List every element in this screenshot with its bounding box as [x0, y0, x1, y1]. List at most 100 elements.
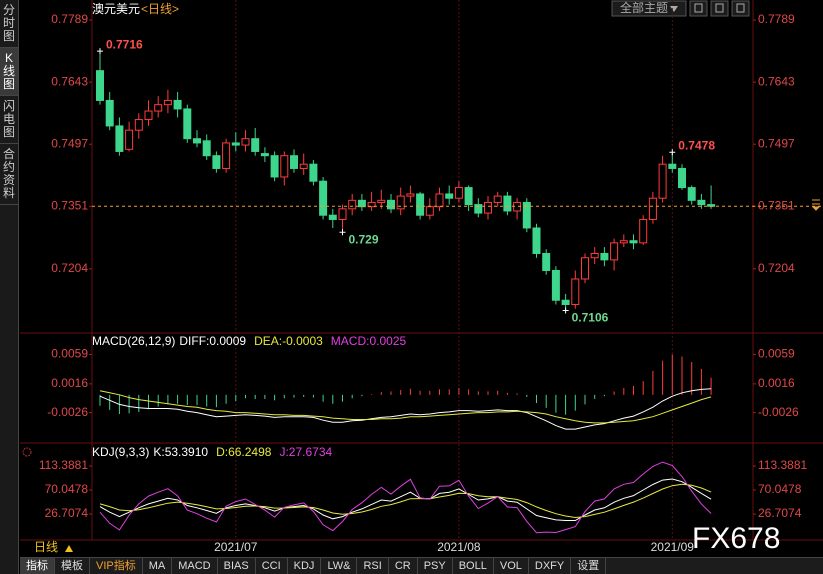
- extreme-marker: [97, 48, 103, 55]
- candle-body: [357, 199, 366, 208]
- candle-body: [610, 242, 619, 261]
- legend-entry: J:27.6734: [279, 445, 332, 459]
- y-tick-label: 0.0059: [51, 347, 88, 361]
- period: <日线>: [141, 2, 179, 16]
- icon-button[interactable]: [731, 0, 750, 17]
- candle-body: [173, 99, 182, 110]
- icon: [694, 3, 703, 13]
- candle-body: [338, 208, 347, 220]
- candle-body: [183, 108, 192, 140]
- bottom-tab[interactable]: PSY: [418, 558, 453, 574]
- candle-body: [474, 204, 483, 214]
- extreme-marker: [339, 229, 346, 236]
- bottom-tab[interactable]: RSI: [357, 558, 389, 574]
- icon-button[interactable]: [710, 0, 729, 17]
- macd-line: [99, 390, 712, 424]
- candle-body: [629, 240, 638, 244]
- candle-body: [668, 163, 677, 169]
- kdj-line: [99, 483, 712, 519]
- y-tick-label: 26.7074: [758, 506, 802, 520]
- icon: [715, 3, 724, 13]
- candle-body: [406, 193, 415, 197]
- bottom-tab[interactable]: VOL: [494, 558, 529, 574]
- theme-button-label[interactable]: 全部主题: [620, 0, 668, 15]
- candle-body: [454, 187, 463, 199]
- extreme-label: 0.729: [349, 232, 379, 246]
- side-tab[interactable]: 闪电图: [0, 96, 18, 144]
- bottom-tab[interactable]: LW&: [321, 558, 358, 574]
- bottom-tab[interactable]: CR: [389, 558, 418, 574]
- bottom-tab[interactable]: 设置: [571, 558, 607, 574]
- candle-body: [163, 99, 172, 106]
- bottom-tab[interactable]: BOLL: [453, 558, 494, 574]
- panel-title: MACD(26,12,9): [92, 334, 175, 348]
- theme-button[interactable]: [611, 0, 687, 17]
- y-tick-label: 0.0016: [758, 376, 795, 390]
- side-tab[interactable]: 合约资料: [0, 144, 18, 205]
- bottom-tab[interactable]: DXFY: [529, 558, 572, 574]
- legend-entry: MACD:0.0025: [331, 334, 407, 348]
- y-tick-label: 0.7643: [758, 74, 795, 88]
- symbol: 澳元美元: [92, 2, 140, 16]
- candle-body: [260, 153, 269, 157]
- bottom-tab[interactable]: BIAS: [218, 558, 256, 574]
- bottom-tab[interactable]: 模板: [55, 558, 90, 574]
- side-tab[interactable]: K线图: [0, 48, 18, 96]
- side-tab[interactable]: 分时图: [0, 0, 18, 48]
- bottom-tab[interactable]: KDJ: [288, 558, 322, 574]
- candle-body: [484, 201, 492, 214]
- x-tick-label: 2021/09: [651, 540, 695, 554]
- candle-body: [222, 142, 231, 169]
- extreme-label: 0.7106: [572, 311, 609, 325]
- icon-button[interactable]: [689, 0, 708, 17]
- y-tick-label: 0.7643: [51, 74, 88, 88]
- candle-body: [309, 163, 318, 182]
- candle-body: [144, 110, 153, 121]
- y-tick-label: 113.3881: [758, 458, 807, 472]
- candle-body: [581, 257, 589, 280]
- y-tick-label: 0.7204: [758, 261, 795, 275]
- candle-body: [251, 138, 260, 152]
- candle-body: [542, 252, 551, 271]
- x-tick-label: 2021/07: [214, 540, 258, 554]
- bottom-tab[interactable]: VIP指标: [90, 558, 143, 574]
- legend-entry: DEA:-0.0003: [254, 334, 323, 348]
- candle-body: [503, 195, 512, 212]
- y-tick-label: 0.0016: [51, 376, 88, 390]
- candle-body: [231, 142, 240, 146]
- candle-body: [280, 155, 289, 178]
- kdj-line: [99, 478, 712, 521]
- candle-body: [600, 252, 609, 261]
- candle-body: [678, 167, 686, 189]
- side-tabs: 分时图 K线图 闪电图 合约资料: [0, 0, 19, 574]
- x-tick-label: 2021/08: [437, 540, 481, 554]
- bottom-tab[interactable]: 指标: [20, 558, 55, 574]
- candle-body: [299, 163, 308, 169]
- candle-body: [125, 129, 134, 150]
- candle-body: [639, 218, 648, 244]
- watermark: FX678: [692, 522, 780, 555]
- y-tick-label: 0.7351: [51, 198, 88, 212]
- bottom-tab[interactable]: MA: [143, 558, 173, 574]
- bottom-tab[interactable]: CCI: [256, 558, 288, 574]
- extreme-label: 0.7478: [678, 138, 715, 152]
- candle-body: [522, 201, 531, 229]
- legend-entry: DIFF:0.0009: [179, 334, 246, 348]
- period-arrow: [65, 545, 73, 552]
- y-tick-label: 0.7789: [51, 12, 88, 26]
- bottom-tab[interactable]: MACD: [172, 558, 218, 574]
- extreme-label: 0.7716: [106, 37, 143, 51]
- candle-body: [532, 227, 541, 254]
- candle-body: [493, 195, 502, 203]
- kdj-icon: [22, 447, 32, 457]
- period-button[interactable]: 日线: [34, 540, 58, 554]
- y-tick-label: 0.7204: [51, 261, 88, 275]
- kdj-line: [99, 461, 712, 534]
- candle-body: [551, 269, 560, 301]
- candle-body: [367, 201, 376, 208]
- candle-body: [290, 155, 298, 169]
- candle-body: [241, 138, 250, 146]
- candle-body: [319, 180, 328, 216]
- background: [20, 0, 823, 557]
- candle-body: [134, 119, 143, 131]
